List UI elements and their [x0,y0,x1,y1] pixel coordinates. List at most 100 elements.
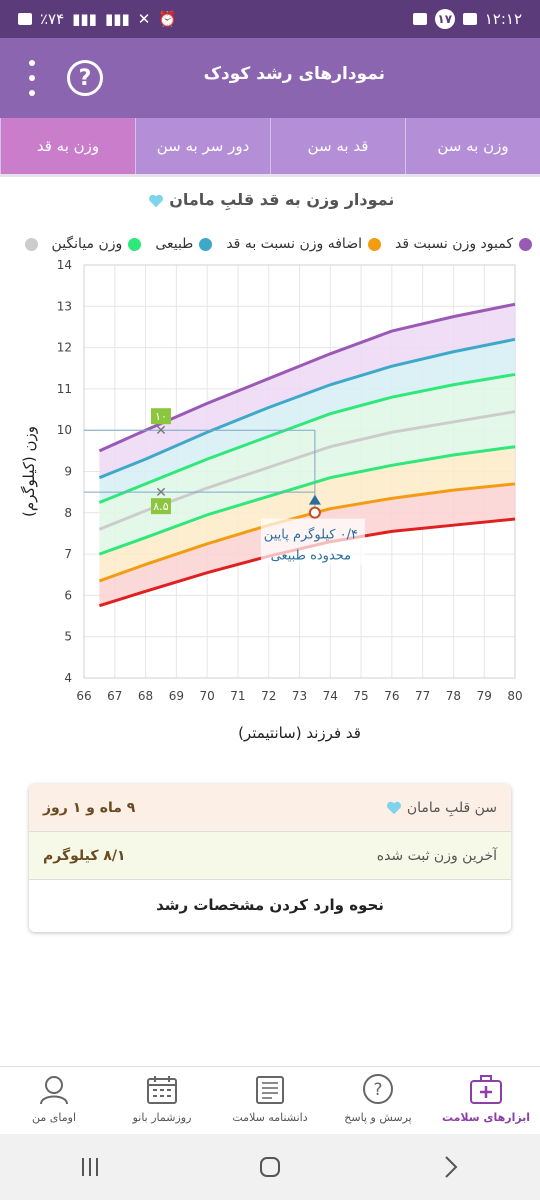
help-icon[interactable]: ? [67,60,103,96]
y-tick-label: 5 [64,630,72,644]
guide-button[interactable]: نحوه وارد کردن مشخصات رشد [156,896,384,914]
download-icon [412,13,427,25]
y-tick-label: 13 [57,299,72,313]
legend-item[interactable] [19,237,38,251]
info-card: سن قلبِ مامان ۹ ماه و ۱ روز آخرین وزن ثب… [29,784,511,932]
tab-weight-age[interactable]: وزن به سن [405,118,540,174]
tabs-divider [0,174,540,177]
growth-chart[interactable]: 66 67 68 69 70 71 72 73 74 75 76 77 78 79 804567891011… [0,255,540,755]
value-badge-label: ۸.۵ [153,500,168,513]
y-tick-label: 8 [64,506,72,520]
y-tick-label: 11 [57,382,72,396]
calendar-icon [147,1076,177,1104]
annotation-text: محدوده طبیعی [271,549,352,564]
legend-dot [199,237,213,251]
chart-legend: کمبود وزن نسبت قد اضافه وزن نسبت به قد ط… [8,234,532,254]
legend-dot [519,237,532,251]
series-line [98,482,516,583]
x-tick-label: 66 [76,689,91,703]
status-right: ۱۷ ۱۲:۱۲ [412,9,522,29]
age-value: ۹ ماه و ۱ روز [43,799,136,816]
notification-count: ۱۷ [434,9,455,29]
y-axis-label: وزن (کیلوگرم) [20,426,38,517]
mute-icon: ✕ [137,10,151,28]
gallery-icon [462,13,477,25]
y-tick-label: 14 [57,258,72,272]
battery-icon [18,13,32,25]
back-icon[interactable] [435,1152,465,1182]
page-title: نمودارهای رشد کودک [203,64,385,84]
x-tick-label: 73 [292,689,307,703]
legend-item[interactable]: اضافه وزن نسبت به قد [226,236,381,252]
nav-label: روزشمار بانو [132,1111,192,1124]
legend-label: طبیعی [155,236,194,252]
recent-apps-icon[interactable] [75,1152,105,1182]
chart-title-row: نمودار وزن به قد قلبِ مامان [0,190,540,209]
child-point [308,506,321,519]
value-badge [150,408,171,425]
x-tick-label: 80 [507,689,522,703]
y-tick-label: 4 [64,671,72,685]
x-tick-label: 67 [107,689,122,703]
nav-health-tools[interactable]: ابزارهای سلامت [432,1067,540,1134]
alarm-icon: ⏰ [158,10,177,28]
system-nav-bar [0,1134,540,1200]
legend-label: وزن میانگین [51,236,123,252]
tab-head-age[interactable]: دور سر به سن [135,118,270,174]
series-line [98,372,516,504]
nav-qa[interactable]: ? پرسش و پاسخ [324,1067,432,1134]
x-marker: ✕ [155,423,167,439]
heart-icon [387,801,402,814]
age-label: سن قلبِ مامان [406,799,497,816]
x-tick-label: 70 [200,689,215,703]
y-tick-label: 10 [57,423,72,437]
range-band [99,374,516,555]
series-line [98,302,516,453]
home-icon[interactable] [255,1152,285,1182]
profile-icon [40,1076,68,1105]
signal-icon: ▮▮▮ [72,10,97,28]
battery-text: ٪۷۴ [40,10,65,28]
legend-item[interactable]: طبیعی [155,236,213,252]
bottom-nav: ابزارهای سلامت ? پرسش و پاسخ دانشنامه سل… [0,1066,540,1134]
x-tick-label: 77 [415,689,430,703]
encyclopedia-icon [256,1076,284,1104]
x-tick-label: 79 [477,689,492,703]
age-label-wrap: سن قلبِ مامان [384,800,497,816]
legend-dot [24,237,38,251]
age-row: سن قلبِ مامان ۹ ماه و ۱ روز [29,784,511,832]
series-line [98,337,516,480]
chart-tabs: وزن به سن قد به سن دور سر به سن وزن به ق… [0,118,540,174]
x-tick-label: 69 [169,689,184,703]
status-left: ٪۷۴ ▮▮▮ ▮▮▮ ✕ ⏰ [18,10,177,28]
value-badge [150,498,171,515]
legend-item[interactable]: کمبود وزن نسبت قد [395,236,532,252]
x-tick-label: 71 [230,689,245,703]
weight-label: آخرین وزن ثبت شده [376,847,497,864]
legend-dot [367,237,381,251]
nav-label: اومای من [32,1111,76,1124]
nav-encyclopedia[interactable]: دانشنامه سلامت [216,1067,324,1134]
legend-item[interactable]: وزن میانگین [52,236,142,252]
range-band [99,304,516,478]
x-tick-label: 68 [138,689,153,703]
legend-label: اضافه وزن نسبت به قد [226,236,362,252]
x-axis-label: قد فرزند (سانتیمتر) [238,724,361,742]
clock-text: ۱۲:۱۲ [484,10,522,28]
nav-label: دانشنامه سلامت [232,1111,308,1124]
more-menu-icon[interactable] [22,60,42,96]
medical-kit-icon [470,1075,502,1104]
nav-label: ابزارهای سلامت [441,1111,531,1124]
nav-calendar[interactable]: روزشمار بانو [108,1067,216,1134]
svg-text:?: ? [373,1080,382,1100]
tab-weight-height[interactable]: وزن به قد [0,118,135,174]
nav-profile[interactable]: اومای من [0,1067,108,1134]
series-line [98,445,516,556]
x-tick-label: 74 [323,689,338,703]
status-bar: ٪۷۴ ▮▮▮ ▮▮▮ ✕ ⏰ ۱۷ ۱۲:۱۲ [0,0,540,38]
triangle-marker [308,494,321,505]
heart-icon [148,194,163,207]
app-bar: ? نمودارهای رشد کودک [0,38,540,118]
tab-height-age[interactable]: قد به سن [270,118,405,174]
x-tick-label: 75 [353,689,368,703]
